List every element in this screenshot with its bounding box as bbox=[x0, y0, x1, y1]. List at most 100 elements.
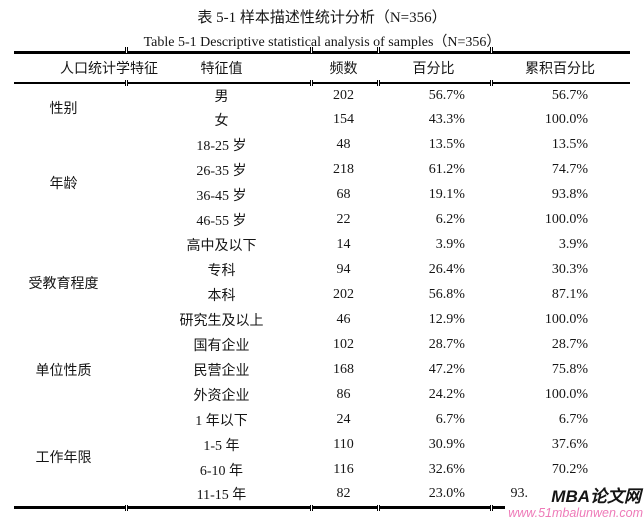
category-cell: 单位性质 bbox=[35, 364, 92, 379]
column-boundary-tick-mark bbox=[309, 505, 313, 511]
percentage-cell: 24.2% bbox=[428, 387, 465, 402]
frequency-cell: 46 bbox=[336, 312, 351, 327]
percentage-cell: 6.7% bbox=[435, 412, 465, 427]
characteristic-value-cell: 专科 bbox=[207, 264, 236, 279]
column-boundary-tick-mark bbox=[489, 47, 493, 53]
cumulative-percentage-cell: 100.0% bbox=[544, 312, 588, 327]
frequency-cell: 68 bbox=[336, 187, 351, 202]
cumulative-percentage-cell: 3.9% bbox=[558, 237, 588, 252]
characteristic-value-cell: 1-5 年 bbox=[203, 439, 240, 454]
frequency-cell: 102 bbox=[332, 337, 354, 352]
table-row: 性别 男 202 56.7% 56.7% bbox=[14, 83, 630, 118]
characteristic-value-cell: 6-10 年 bbox=[199, 464, 244, 479]
cumulative-percentage-cell: 37.6% bbox=[551, 437, 588, 452]
cumulative-percentage-cell: 30.3% bbox=[551, 262, 588, 277]
table-row: 26-35 岁 218 61.2% 74.7% bbox=[14, 158, 630, 183]
cumulative-percentage-cell: 6.7% bbox=[558, 412, 588, 427]
table-row: 女 154 43.3% 100.0% bbox=[14, 108, 630, 133]
frequency-cell: 86 bbox=[336, 387, 351, 402]
characteristic-value-cell: 11-15 年 bbox=[196, 488, 247, 504]
cumulative-percentage-cell: 75.8% bbox=[551, 362, 588, 377]
table-row: 工作年限 1 年以下 24 6.7% 6.7% bbox=[14, 408, 630, 466]
percentage-cell: 32.6% bbox=[428, 462, 465, 477]
cumulative-percentage-cell: 28.7% bbox=[551, 337, 588, 352]
column-header-percentage: 百分比 bbox=[376, 52, 490, 84]
cumulative-percentage-cell: 56.7% bbox=[551, 87, 588, 103]
category-cell: 工作年限 bbox=[35, 450, 92, 466]
table-title-chinese: 表 5-1 样本描述性统计分析（N=356） bbox=[197, 10, 447, 26]
table-body: 性别 男 202 56.7% 56.7% 女 154 43.3% 100.0% 年龄 18-25 岁… bbox=[14, 83, 630, 508]
column-boundary-tick-mark bbox=[377, 505, 380, 511]
column-boundary-tick-mark bbox=[125, 505, 128, 511]
column-boundary-tick-mark bbox=[377, 47, 380, 53]
table-row: 36-45 岁 68 19.1% 93.8% bbox=[14, 183, 630, 208]
characteristic-value-cell: 外资企业 bbox=[193, 389, 250, 404]
column-boundary-tick-mark bbox=[489, 505, 493, 511]
characteristic-value-cell: 高中及以下 bbox=[186, 239, 257, 254]
table-title-english: Table 5-1 Descriptive statistical analys… bbox=[143, 35, 501, 50]
column-boundary-tick-mark bbox=[125, 80, 128, 86]
characteristic-value-cell: 民营企业 bbox=[193, 364, 250, 379]
cumulative-percentage-cell: 87.1% bbox=[551, 287, 588, 302]
table-row: 46-55 岁 22 6.2% 100.0% bbox=[14, 208, 630, 233]
characteristic-value-cell: 女 bbox=[214, 114, 229, 129]
table-row: 研究生及以上 46 12.9% 100.0% bbox=[14, 308, 630, 333]
column-boundary-tick-mark bbox=[377, 80, 380, 86]
percentage-cell: 13.5% bbox=[428, 137, 465, 152]
table-row: 专科 94 26.4% 30.3% bbox=[14, 258, 630, 283]
percentage-cell: 3.9% bbox=[435, 237, 465, 252]
table-row: 受教育程度 高中及以下 14 3.9% 3.9% bbox=[14, 233, 630, 292]
table-row: 本科 202 56.8% 87.1% bbox=[14, 283, 630, 308]
percentage-cell: 30.9% bbox=[428, 437, 465, 452]
cumulative-percentage-cell: 100.0% bbox=[544, 112, 588, 127]
characteristic-value-cell: 36-45 岁 bbox=[196, 189, 247, 204]
table-row: 11-15 年 82 23.0% 93. bbox=[14, 483, 630, 508]
characteristic-value-cell: 研究生及以上 bbox=[179, 314, 264, 329]
column-header-cumulative-percentage: 累积百分比 bbox=[489, 52, 630, 84]
frequency-cell: 154 bbox=[332, 112, 354, 127]
characteristic-value-cell: 26-35 岁 bbox=[196, 164, 247, 179]
table-row: 民营企业 168 47.2% 75.8% bbox=[14, 358, 630, 383]
column-boundary-tick-mark bbox=[489, 80, 493, 86]
watermark-url: www.51mbalunwen.com bbox=[505, 506, 643, 521]
table-header-row: 人口统计学特征 特征值 频数 百分比 累积百分比 bbox=[14, 52, 630, 84]
cumulative-percentage-cell: 93.8% bbox=[551, 187, 588, 202]
percentage-cell: 56.8% bbox=[428, 287, 465, 302]
table-row: 1-5 年 110 30.9% 37.6% bbox=[14, 433, 630, 458]
frequency-cell: 24 bbox=[336, 412, 351, 427]
table-row: 年龄 18-25 岁 48 13.5% 13.5% bbox=[14, 133, 630, 192]
characteristic-value-cell: 男 bbox=[214, 89, 229, 105]
column-boundary-tick-mark bbox=[309, 80, 313, 86]
column-boundary-tick-mark bbox=[125, 47, 128, 53]
table-row: 外资企业 86 24.2% 100.0% bbox=[14, 383, 630, 408]
percentage-cell: 23.0% bbox=[428, 486, 465, 502]
descriptive-statistics-table: 人口统计学特征 特征值 频数 百分比 累积百分比 性别 男 202 56.7% 56.7% 女 15… bbox=[14, 51, 630, 509]
column-header-demographic-characteristic: 人口统计学特征 bbox=[14, 52, 158, 84]
frequency-cell: 202 bbox=[332, 87, 354, 103]
percentage-cell: 47.2% bbox=[428, 362, 465, 377]
frequency-cell: 22 bbox=[336, 212, 351, 227]
column-header-frequency: 频数 bbox=[309, 52, 377, 84]
table-row: 6-10 年 116 32.6% 70.2% bbox=[14, 458, 630, 483]
characteristic-value-cell: 18-25 岁 bbox=[196, 139, 247, 154]
percentage-cell: 43.3% bbox=[428, 112, 465, 127]
frequency-cell: 48 bbox=[336, 137, 351, 152]
percentage-cell: 61.2% bbox=[428, 162, 465, 177]
percentage-cell: 6.2% bbox=[435, 212, 465, 227]
percentage-cell: 12.9% bbox=[428, 312, 465, 327]
cumulative-percentage-cell: 100.0% bbox=[544, 212, 588, 227]
category-cell: 年龄 bbox=[49, 176, 78, 192]
column-header-characteristic-value: 特征值 bbox=[133, 52, 310, 84]
frequency-cell: 202 bbox=[332, 287, 354, 302]
watermark-brand: MBA论文网 bbox=[548, 487, 641, 507]
cumulative-percentage-cell: 100.0% bbox=[544, 387, 588, 402]
cumulative-percentage-cell: 70.2% bbox=[551, 462, 588, 477]
characteristic-value-cell: 46-55 岁 bbox=[196, 214, 247, 229]
characteristic-value-cell: 国有企业 bbox=[193, 339, 250, 354]
frequency-cell: 110 bbox=[333, 437, 354, 452]
category-cell: 受教育程度 bbox=[28, 276, 99, 292]
cumulative-percentage-cell: 93. bbox=[510, 486, 529, 502]
percentage-cell: 26.4% bbox=[428, 262, 465, 277]
frequency-cell: 218 bbox=[332, 162, 354, 177]
frequency-cell: 168 bbox=[332, 362, 354, 377]
